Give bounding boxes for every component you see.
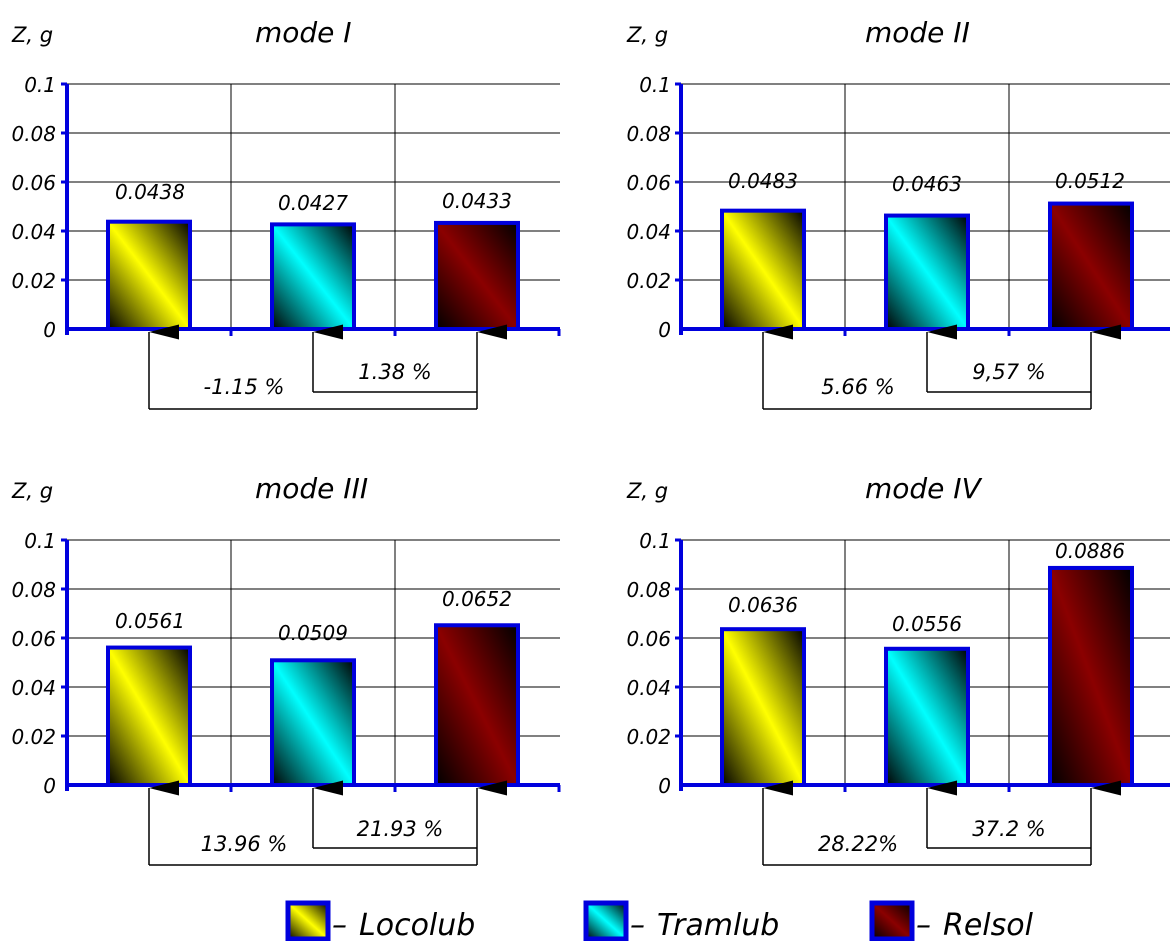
bar-value-label: 0.0652: [442, 587, 512, 611]
bar-tramlub: [884, 646, 970, 788]
bar-value-label: 0.0433: [442, 189, 512, 213]
y-axis-label: Z, g: [11, 479, 53, 503]
bar-value-label: 0.0561: [115, 609, 185, 633]
y-tick-label: 0.04: [11, 676, 56, 700]
y-axis-label: Z, g: [626, 23, 668, 47]
legend-item-tramlub: – Tramlub: [583, 900, 779, 943]
y-tick-label: 0: [43, 318, 56, 342]
y-tick-label: 0.06: [11, 627, 56, 651]
chart-title: mode I: [255, 16, 352, 49]
legend-label: Locolub: [359, 908, 475, 941]
bar-locolub: [720, 627, 806, 787]
percent-annotation: 13.96 %: [201, 832, 288, 856]
bar-value-label: 0.0438: [115, 180, 185, 204]
y-tick-label: 0.06: [11, 171, 56, 195]
chart-title: mode IV: [865, 472, 983, 505]
bar-value-label: 0.0483: [728, 169, 798, 193]
bar-value-label: 0.0512: [1055, 169, 1125, 193]
bar-locolub: [720, 208, 806, 331]
y-axis-label: Z, g: [11, 23, 53, 47]
legend-label: Relsol: [943, 908, 1034, 941]
bar-tramlub: [270, 658, 356, 787]
legend: – Locolub – Tramlub – Relsol: [285, 900, 1034, 943]
y-tick-label: 0.04: [626, 676, 671, 700]
legend-label: Tramlub: [657, 908, 779, 941]
plot-geometry: [675, 538, 1170, 866]
legend-dash: –: [332, 908, 347, 941]
bar-relsol: [1048, 565, 1134, 787]
legend-swatch: [285, 900, 331, 942]
legend-swatch: [869, 900, 915, 942]
y-tick-label: 0.1: [24, 529, 56, 553]
y-tick-label: 0.04: [11, 220, 56, 244]
bar-value-label: 0.0556: [892, 612, 962, 636]
y-tick-label: 0.08: [11, 578, 56, 602]
y-tick-label: 0.02: [626, 269, 671, 293]
bar-tramlub: [270, 222, 356, 331]
y-tick-label: 0.1: [24, 73, 56, 97]
bar-value-label: 0.0463: [892, 172, 962, 196]
bar-locolub: [106, 645, 192, 787]
percent-annotation: 1.38 %: [358, 360, 431, 384]
bar-value-label: 0.0636: [728, 593, 798, 617]
percent-annotation: 28.22%: [818, 832, 898, 856]
legend-dash: –: [630, 908, 645, 941]
bar-value-label: 0.0886: [1055, 539, 1125, 563]
chart-panel-mode-4: mode IV Z, g 0.1 0.08 0.06 0.04 0.02 0 0…: [626, 472, 1125, 856]
percent-annotation: 5.66 %: [821, 375, 894, 399]
y-tick-label: 0: [43, 774, 56, 798]
legend-item-relsol: – Relsol: [869, 900, 1034, 943]
y-tick-label: 0.02: [626, 725, 671, 749]
bar-relsol: [434, 623, 520, 788]
bar-relsol: [1048, 201, 1134, 331]
chart-title: mode II: [865, 16, 970, 49]
legend-item-locolub: – Locolub: [285, 900, 475, 943]
bar-locolub: [106, 219, 192, 331]
bar-tramlub: [884, 213, 970, 331]
y-tick-label: 0: [658, 318, 671, 342]
plot-geometry: [675, 82, 1170, 410]
percent-annotation: 37.2 %: [972, 817, 1045, 841]
percent-annotation: 9,57 %: [972, 360, 1045, 384]
chart-title: mode III: [255, 472, 368, 505]
chart-panel-mode-3: mode III Z, g 0.1 0.08 0.06 0.04 0.02 0 …: [11, 472, 512, 856]
y-tick-label: 0.1: [639, 529, 671, 553]
percent-annotation: 21.93 %: [357, 817, 444, 841]
bar-value-label: 0.0509: [278, 621, 348, 645]
bar-value-label: 0.0427: [278, 191, 348, 215]
chart-panel-mode-1: mode I Z, g 0.1 0.08 0.06 0.04 0.02 0 0.…: [11, 16, 512, 399]
legend-swatch: [583, 900, 629, 942]
plot-geometry: [61, 82, 561, 410]
y-tick-label: 0.02: [11, 269, 56, 293]
plot-geometry: [61, 538, 561, 866]
y-tick-label: 0.06: [626, 171, 671, 195]
percent-annotation: -1.15 %: [204, 375, 285, 399]
y-tick-label: 0.08: [626, 578, 671, 602]
y-tick-label: 0.08: [626, 122, 671, 146]
y-tick-label: 0.02: [11, 725, 56, 749]
y-tick-label: 0.08: [11, 122, 56, 146]
legend-dash: –: [916, 908, 931, 941]
y-tick-label: 0.06: [626, 627, 671, 651]
y-tick-label: 0.04: [626, 220, 671, 244]
y-tick-label: 0.1: [639, 73, 671, 97]
chart-panel-mode-2: mode II Z, g 0.1 0.08 0.06 0.04 0.02 0 0…: [626, 16, 1125, 399]
y-tick-label: 0: [658, 774, 671, 798]
y-axis-label: Z, g: [626, 479, 668, 503]
bar-relsol: [434, 220, 520, 331]
